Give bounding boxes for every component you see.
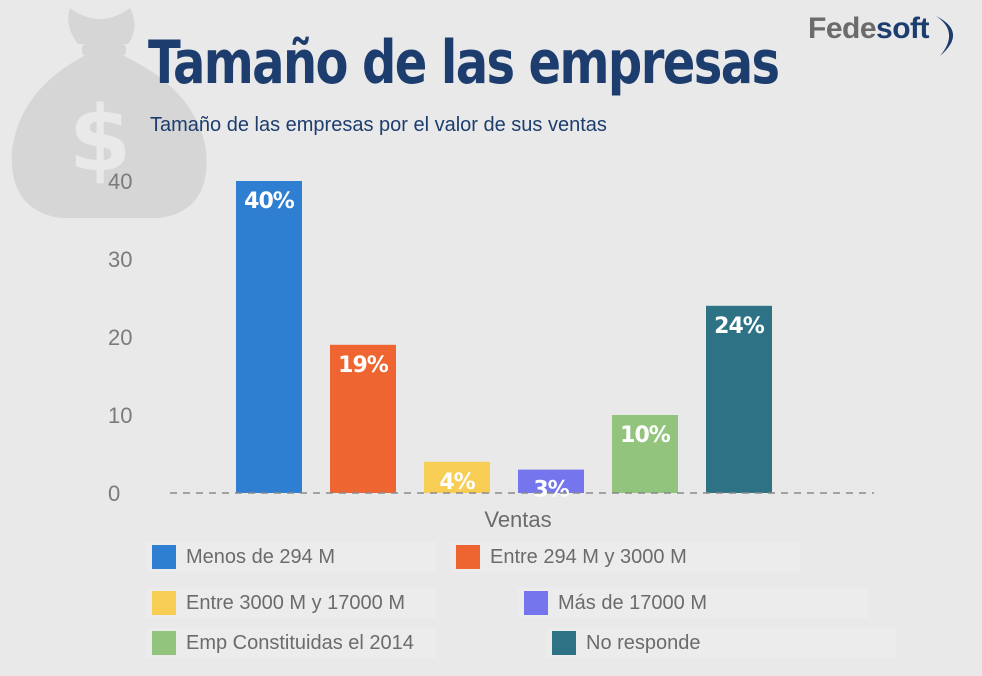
svg-text:$: $ [69,87,132,192]
bar [706,305,772,493]
legend-item: No responde [546,628,896,658]
legend-label: No responde [586,631,701,654]
y-tick-label: 40 [108,169,132,194]
bar [518,469,584,493]
y-tick-label: 30 [108,247,132,272]
bar [424,461,490,493]
page-subtitle: Tamaño de las empresas por el valor de s… [150,114,607,136]
bar [330,344,396,493]
page-title: Tamaño de las empresas [148,28,780,98]
legend-label: Menos de 294 M [186,545,335,568]
legend-label: Entre 3000 M y 17000 M [186,591,406,614]
bar-value-label: 19% [338,353,389,378]
legend-item: Emp Constituidas el 2014 [146,628,436,658]
legend-swatch [456,545,480,569]
y-tick-label: 20 [108,325,132,350]
y-tick-label: 0 [108,481,120,506]
bar-value-label: 24% [714,314,765,339]
legend-item: Entre 294 M y 3000 M [450,542,800,572]
bar-value-label: 4% [439,470,475,495]
bar-value-label: 10% [620,423,671,448]
bar [236,181,302,493]
y-tick-label: 10 [108,403,132,428]
legend-item: Menos de 294 M [146,542,436,572]
legend-swatch [552,631,576,655]
legend-swatch [152,591,176,615]
legend-label: Más de 17000 M [558,591,707,614]
logo-text-soft: soft [876,12,930,45]
legend-swatch [152,545,176,569]
legend-swatch [152,631,176,655]
money-bag-icon: $ [11,8,207,218]
legend-item: Más de 17000 M [518,588,868,618]
bar [612,415,678,493]
logo-swoosh-icon [936,16,954,56]
fedesoft-logo: Fedesoft [808,12,930,46]
legend-label: Entre 294 M y 3000 M [490,545,687,568]
legend-label: Emp Constituidas el 2014 [186,631,414,654]
legend-swatch [524,591,548,615]
x-axis-label: Ventas [484,507,551,532]
bar-value-label: 3% [533,478,569,503]
legend-item: Entre 3000 M y 17000 M [146,588,436,618]
bar-value-label: 40% [244,189,295,214]
logo-text-fede: Fede [808,12,877,45]
